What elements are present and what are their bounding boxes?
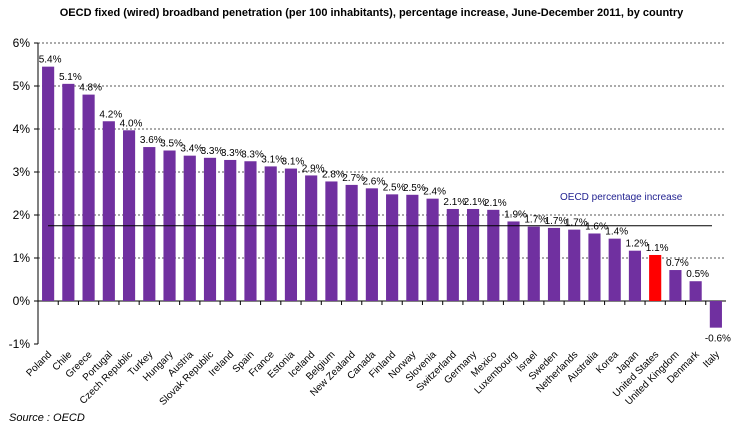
data-label: 1.7% <box>565 218 588 229</box>
data-label: 1.4% <box>605 227 628 238</box>
bar-austria <box>183 155 196 301</box>
y-tick-label: 0% <box>13 294 31 308</box>
bar-canada <box>365 188 378 301</box>
data-label: 1.9% <box>504 209 527 220</box>
chart-title: OECD fixed (wired) broadband penetration… <box>59 7 684 19</box>
y-tick-label: 3% <box>13 165 31 179</box>
data-label: 3.3% <box>241 149 264 160</box>
data-label: 3.6% <box>140 135 163 146</box>
bar-spain <box>244 161 257 301</box>
bar-france <box>264 166 277 301</box>
data-label: 0.7% <box>666 258 689 269</box>
data-label: 4.0% <box>120 118 143 129</box>
data-label: 2.5% <box>383 182 406 193</box>
bar-portugal <box>102 121 115 301</box>
bar-slovenia <box>426 198 439 301</box>
source-note: Source : OECD <box>9 412 85 424</box>
data-label: 1.7% <box>545 216 568 227</box>
bar-chile <box>62 83 75 301</box>
bar-australia <box>588 233 601 301</box>
data-label: 3.1% <box>282 157 305 168</box>
bar-greece <box>82 94 95 301</box>
bar-italy <box>709 301 722 328</box>
data-label: 3.3% <box>221 148 244 159</box>
data-label: 3.1% <box>261 154 284 165</box>
bar-japan <box>628 250 642 301</box>
bar-germany <box>466 208 480 301</box>
data-label: 2.1% <box>443 197 466 208</box>
data-label: 5.4% <box>39 55 62 66</box>
bar-slovak-republic <box>203 157 217 301</box>
bar-czech-republic <box>122 130 136 301</box>
data-label: 0.5% <box>686 269 709 280</box>
bar-luxembourg <box>507 221 520 301</box>
data-label: 2.4% <box>423 187 446 198</box>
bar-netherlands <box>568 229 581 301</box>
data-label: 5.1% <box>59 72 82 83</box>
category-label: Poland <box>24 349 54 379</box>
bar-finland <box>386 194 399 301</box>
data-label: 2.5% <box>403 183 426 194</box>
data-label: 1.7% <box>524 215 547 226</box>
bar-turkey <box>143 147 156 301</box>
bar-ireland <box>224 159 237 301</box>
category-label: Italy <box>701 349 722 370</box>
data-label: 2.7% <box>342 173 365 184</box>
bar-belgium <box>325 181 338 301</box>
bar-poland <box>42 66 55 302</box>
bar-israel <box>527 226 540 301</box>
bar-new-zealand <box>345 184 358 301</box>
data-label: 2.1% <box>484 198 507 209</box>
bar-norway <box>406 194 419 301</box>
data-label: 2.9% <box>302 163 325 174</box>
y-tick-label: 4% <box>13 122 31 136</box>
data-label: 1.1% <box>646 243 669 254</box>
bar-united-kingdom <box>669 270 682 301</box>
y-tick-label: -1% <box>9 337 31 351</box>
data-label: 3.5% <box>160 139 183 150</box>
data-label: 2.6% <box>362 176 385 187</box>
data-label: 3.4% <box>180 144 203 155</box>
y-tick-label: 2% <box>13 208 31 222</box>
reference-line-label: OECD percentage increase <box>560 192 683 203</box>
data-label: 1.6% <box>585 221 608 232</box>
bar-korea <box>608 238 621 301</box>
bar-switzerland <box>446 208 459 301</box>
data-label: 1.2% <box>626 239 649 250</box>
reference-line-group: OECD percentage increase <box>48 192 712 227</box>
y-tick-label: 1% <box>13 251 31 265</box>
y-tick-label: 6% <box>13 36 31 50</box>
data-label: 3.3% <box>201 146 224 157</box>
y-tick-label: 5% <box>13 79 31 93</box>
bars <box>42 66 722 328</box>
bar-sweden <box>547 227 561 301</box>
bar-united-states <box>649 254 662 301</box>
bar-mexico <box>487 209 500 301</box>
bar-iceland <box>305 175 318 301</box>
data-label: 2.1% <box>464 197 487 208</box>
data-label: 4.8% <box>79 83 102 94</box>
data-label: 4.2% <box>99 109 122 120</box>
bar-denmark <box>689 281 702 301</box>
bar-estonia <box>284 168 298 301</box>
data-label: 2.8% <box>322 169 345 180</box>
data-label: -0.6% <box>705 334 731 345</box>
